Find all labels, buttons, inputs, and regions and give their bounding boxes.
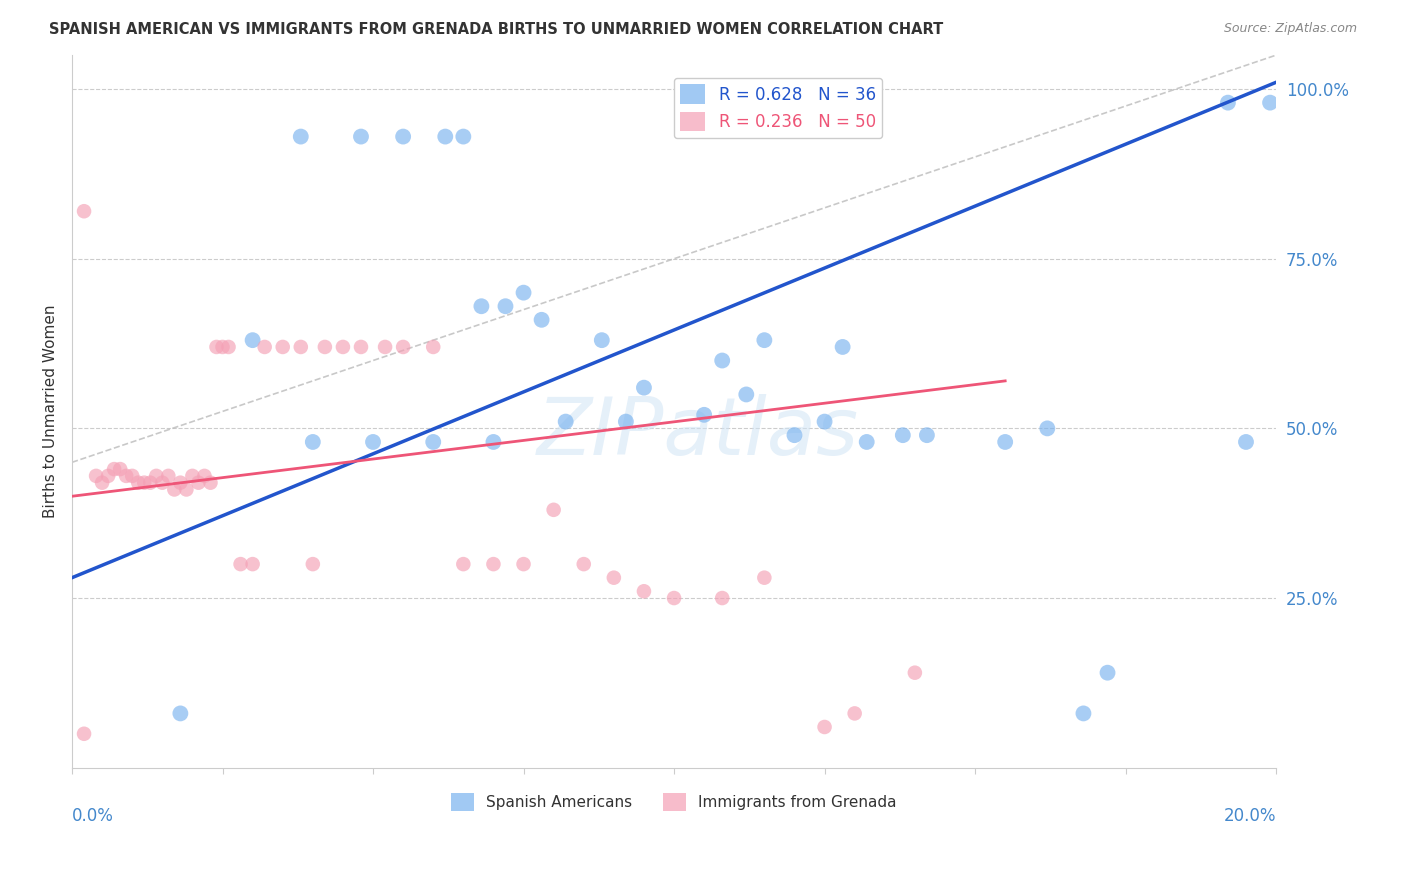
Point <box>891 428 914 442</box>
Point <box>904 665 927 680</box>
Point <box>121 469 143 483</box>
Point <box>855 434 877 449</box>
Text: 20.0%: 20.0% <box>1223 807 1277 825</box>
Point <box>422 434 444 449</box>
Text: SPANISH AMERICAN VS IMMIGRANTS FROM GRENADA BIRTHS TO UNMARRIED WOMEN CORRELATIO: SPANISH AMERICAN VS IMMIGRANTS FROM GREN… <box>49 22 943 37</box>
Point <box>150 475 173 490</box>
Point <box>115 469 138 483</box>
Point <box>73 204 96 219</box>
Point <box>134 475 156 490</box>
Point <box>512 557 534 571</box>
Point <box>73 727 96 741</box>
Text: 0.0%: 0.0% <box>72 807 114 825</box>
Point <box>163 483 186 497</box>
Point <box>614 415 637 429</box>
Point <box>1258 95 1281 110</box>
Point <box>290 129 312 144</box>
Point <box>633 381 655 395</box>
Point <box>994 434 1017 449</box>
Point <box>591 333 613 347</box>
Point <box>392 129 415 144</box>
Point <box>495 299 517 313</box>
Point <box>1036 421 1059 435</box>
Point <box>181 469 204 483</box>
Point <box>1234 434 1257 449</box>
Point <box>350 340 373 354</box>
Legend: Spanish Americans, Immigrants from Grenada: Spanish Americans, Immigrants from Grena… <box>446 788 903 817</box>
Point <box>693 408 716 422</box>
Point <box>290 340 312 354</box>
Point <box>103 462 125 476</box>
Point <box>314 340 336 354</box>
Y-axis label: Births to Unmarried Women: Births to Unmarried Women <box>44 305 58 518</box>
Point <box>543 503 565 517</box>
Point <box>453 557 475 571</box>
Point <box>242 333 264 347</box>
Point <box>813 415 835 429</box>
Point <box>145 469 167 483</box>
Point <box>332 340 354 354</box>
Point <box>1216 95 1239 110</box>
Point <box>813 720 835 734</box>
Point <box>229 557 252 571</box>
Point <box>453 129 475 144</box>
Point <box>1073 706 1095 721</box>
Point <box>253 340 276 354</box>
Point <box>169 475 191 490</box>
Point <box>187 475 209 490</box>
Point <box>211 340 233 354</box>
Point <box>711 591 734 605</box>
Point <box>554 415 576 429</box>
Point <box>735 387 758 401</box>
Point <box>572 557 595 571</box>
Point <box>603 571 626 585</box>
Point <box>783 428 806 442</box>
Point <box>482 434 505 449</box>
Point <box>512 285 534 300</box>
Point <box>1097 665 1119 680</box>
Point <box>91 475 114 490</box>
Point <box>361 434 384 449</box>
Point <box>157 469 180 483</box>
Point <box>242 557 264 571</box>
Point <box>374 340 396 354</box>
Point <box>530 313 553 327</box>
Text: Source: ZipAtlas.com: Source: ZipAtlas.com <box>1223 22 1357 36</box>
Point <box>482 557 505 571</box>
Point <box>218 340 240 354</box>
Point <box>176 483 198 497</box>
Point <box>844 706 866 721</box>
Text: ZIPatlas: ZIPatlas <box>537 393 859 472</box>
Point <box>301 557 323 571</box>
Point <box>350 129 373 144</box>
Point <box>754 333 776 347</box>
Point <box>711 353 734 368</box>
Point <box>139 475 162 490</box>
Point <box>915 428 938 442</box>
Point <box>633 584 655 599</box>
Point <box>392 340 415 354</box>
Point <box>127 475 149 490</box>
Point <box>169 706 191 721</box>
Point <box>422 340 444 354</box>
Point <box>831 340 853 354</box>
Point <box>193 469 215 483</box>
Point <box>754 571 776 585</box>
Point <box>205 340 228 354</box>
Point <box>97 469 120 483</box>
Point <box>662 591 685 605</box>
Point <box>271 340 294 354</box>
Point <box>301 434 323 449</box>
Point <box>84 469 107 483</box>
Point <box>434 129 457 144</box>
Point <box>108 462 131 476</box>
Point <box>200 475 222 490</box>
Point <box>470 299 492 313</box>
